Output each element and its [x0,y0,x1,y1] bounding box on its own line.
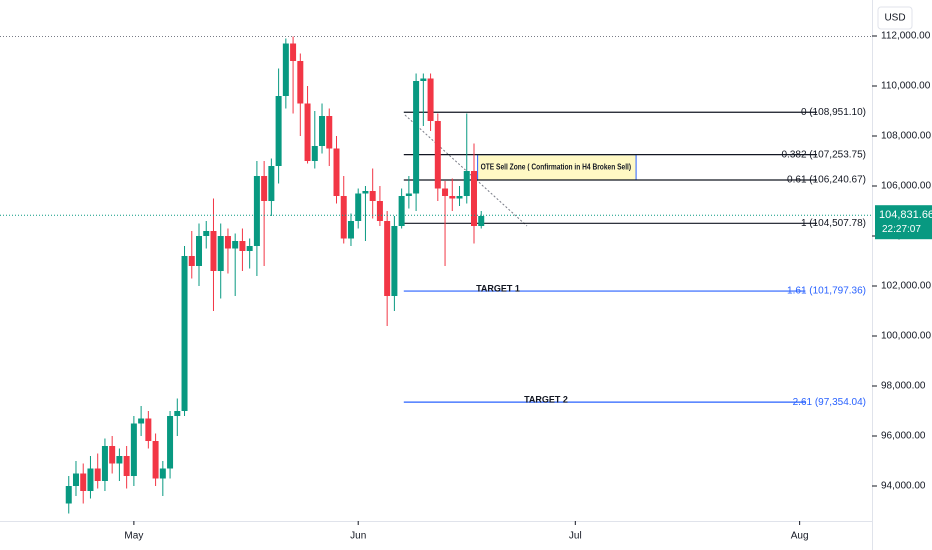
candle-body [224,236,231,249]
countdown: 22:27:07 [882,224,921,235]
candle-body [159,468,166,479]
trend-line [404,114,528,227]
candle-body [188,256,195,266]
candle-body [369,191,376,201]
y-tick-label: 102,000.00 [881,281,931,292]
last-price-box [875,205,932,240]
target-label: TARGET 1 [476,283,520,293]
y-tick-label: 112,000.00 [881,31,931,42]
candle-body [196,236,203,266]
candle-body [210,231,217,271]
candle-body [101,446,108,481]
candle-body [253,176,260,246]
candle-body [246,246,253,251]
y-tick-label: 100,000.00 [881,331,931,342]
candle-body [167,416,174,469]
fib-label: 0.382 (107,253.75) [781,149,866,160]
currency-box[interactable] [877,6,913,30]
x-tick-label: Jun [350,531,366,542]
candle-body [398,196,405,226]
candle-body [116,456,123,464]
candle-body [405,193,412,196]
currency: USD [884,13,905,24]
x-tick-label: Jul [569,531,582,542]
candle-body [427,78,434,121]
candle-body [72,473,79,486]
candle-body [434,121,441,189]
fib-label: 1 (104,507.78) [801,218,866,229]
y-tick-label: 96,000.00 [881,431,926,442]
candle-body [355,193,362,221]
candle-body [145,418,152,441]
candle-body [130,423,137,476]
y-tick-label: 106,000.00 [881,181,931,192]
ote-zone [477,154,637,181]
candle-body [203,231,210,236]
candle-body [94,468,101,481]
candle-body [442,188,449,196]
y-tick-label: 94,000.00 [881,481,926,492]
candle-body [304,103,311,161]
candle-body [376,201,383,221]
candle-body [333,148,340,196]
candle-body [87,468,94,491]
x-tick-label: Aug [791,531,809,542]
target-label: TARGET 2 [524,395,568,405]
x-tick-label: May [124,531,143,542]
candle-body [282,43,289,96]
candle-body [232,241,239,249]
fib-label: 0.61 (106,240.67) [787,175,866,186]
candle-body [384,221,391,296]
candle-body [261,176,268,201]
y-tick-label: 98,000.00 [881,381,926,392]
candle-body [420,78,427,81]
zone-label: OTE Sell Zone ( Confirmation in H4 Broke… [481,162,632,172]
y-tick-label: 108,000.00 [881,131,931,142]
candle-body [456,196,463,199]
candle-body [217,236,224,271]
candle-body [268,166,275,201]
candle-body [463,171,470,196]
candle-body [181,256,188,411]
candle-body [152,441,159,479]
candle-body [65,486,72,504]
fib-label: 0 (108,951.10) [801,107,866,118]
last-price-label: 104,831.66 [879,209,932,221]
candle-body [80,473,87,491]
candle-body [174,411,181,416]
fib-label: 1.61 (101,797.36) [787,286,866,297]
candle-body [326,116,333,149]
candle-body [311,146,318,161]
candle-body [340,196,347,239]
candle-body [470,171,477,226]
candle-body [297,61,304,104]
candle-body [347,221,354,239]
candle-body [123,456,130,476]
candle-body [391,226,398,296]
y-tick-label: 110,000.00 [881,81,931,92]
candle-body [449,196,456,199]
candle-body [413,81,420,194]
candle-body [290,43,297,61]
candle-body [138,418,145,424]
candle-body [478,216,485,226]
candle-body [319,116,326,146]
candle-body [362,191,369,194]
fib-label: 2.61 (97,354.04) [793,397,866,408]
candle-body [275,96,282,166]
candle-body [109,446,116,464]
candle-body [239,241,246,251]
